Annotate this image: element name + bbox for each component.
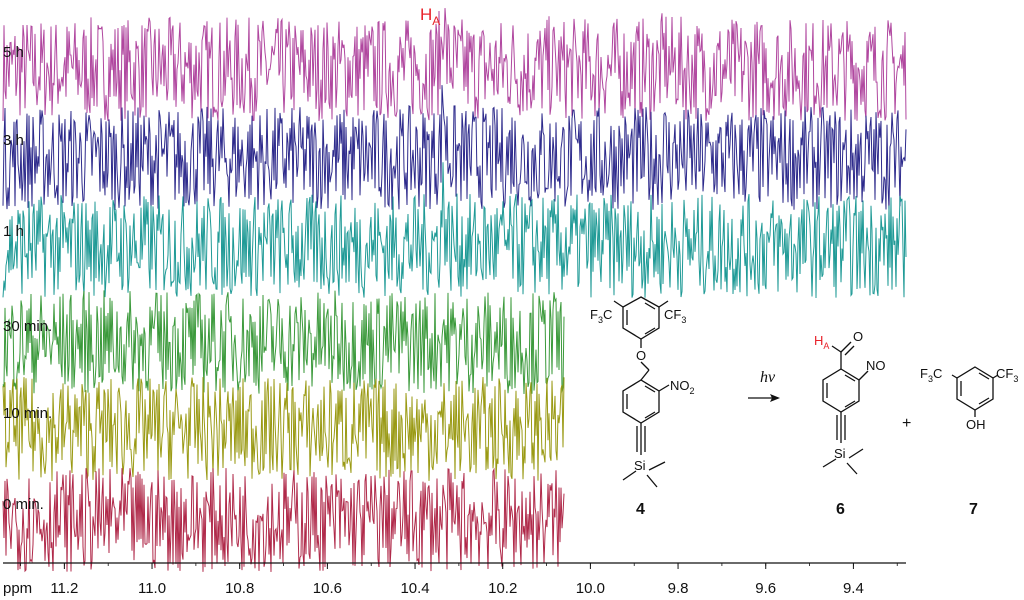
compound-6-oxygen: O xyxy=(853,329,863,344)
compound-7-structure: F3C CF3 OH 7 xyxy=(920,366,1018,518)
spectrum-trace-1-h xyxy=(2,162,907,298)
compound-4-oxygen: O xyxy=(636,348,646,363)
reaction-arrow-label: hν xyxy=(760,369,776,386)
reaction-arrow: hν xyxy=(748,369,780,402)
x-tick-label: 9.6 xyxy=(755,580,776,597)
compound-4-cf3: CF3 xyxy=(664,307,686,325)
compound-6-si: Si xyxy=(834,446,846,461)
compound-7-f3c: F3C xyxy=(920,366,942,384)
compound-4-structure: F3C CF3 O NO2 Si 4 xyxy=(590,296,695,518)
spectrum-trace-5-h xyxy=(2,8,907,122)
compound-7-oh: OH xyxy=(966,417,986,432)
compound-4-no2: NO2 xyxy=(670,378,695,396)
x-tick-label: 9.8 xyxy=(668,580,689,597)
spectrum-trace-3-h xyxy=(2,85,907,210)
x-tick-label: 10.4 xyxy=(400,580,429,597)
x-tick-label: 10.2 xyxy=(488,580,517,597)
x-tick-label: 10.6 xyxy=(313,580,342,597)
compound-4-si: Si xyxy=(634,458,646,473)
compound-7-cf3: CF3 xyxy=(996,366,1018,384)
series-label: 3 h xyxy=(3,132,24,149)
compound-4-f3c: F3C xyxy=(590,307,612,325)
spectrum-trace-0-min xyxy=(2,467,565,573)
spectrum-trace-10-min xyxy=(2,377,565,481)
x-tick-label: 11.0 xyxy=(138,580,166,597)
compound-7-number: 7 xyxy=(969,501,978,518)
x-tick-label: 10.0 xyxy=(576,580,605,597)
spectrum-trace-30-min xyxy=(2,290,565,394)
x-tick-label: 11.2 xyxy=(50,580,78,597)
peak-annotation-ha: HA xyxy=(420,5,440,28)
series-label: 1 h xyxy=(3,223,24,240)
x-axis: 11.2 11.0 10.8 10.6 10.4 10.2 10.0 9.8 9.6 9.4 pp… xyxy=(3,562,906,597)
series-label: 0 min. xyxy=(3,496,44,513)
plus-sign: + xyxy=(902,415,911,432)
x-tick-label: 9.4 xyxy=(843,580,864,597)
series-labels: 5 h 3 h 1 h 30 min. 10 min. 0 min. xyxy=(3,44,52,513)
compound-4-number: 4 xyxy=(636,501,645,518)
series-label: 10 min. xyxy=(3,405,52,422)
x-axis-label: ppm xyxy=(3,580,32,597)
compound-6-structure: HA O NO Si 6 xyxy=(814,329,886,518)
compound-6-no: NO xyxy=(866,358,886,373)
series-label: 30 min. xyxy=(3,318,52,335)
compound-6-ha: HA xyxy=(814,333,829,351)
series-label: 5 h xyxy=(3,44,24,61)
spectra-traces xyxy=(2,8,907,573)
x-tick-label: 10.8 xyxy=(225,580,254,597)
x-axis-ticks: 11.2 11.0 10.8 10.6 10.4 10.2 10.0 9.8 9.6 9.4 xyxy=(20,563,898,597)
compound-6-number: 6 xyxy=(836,501,845,518)
